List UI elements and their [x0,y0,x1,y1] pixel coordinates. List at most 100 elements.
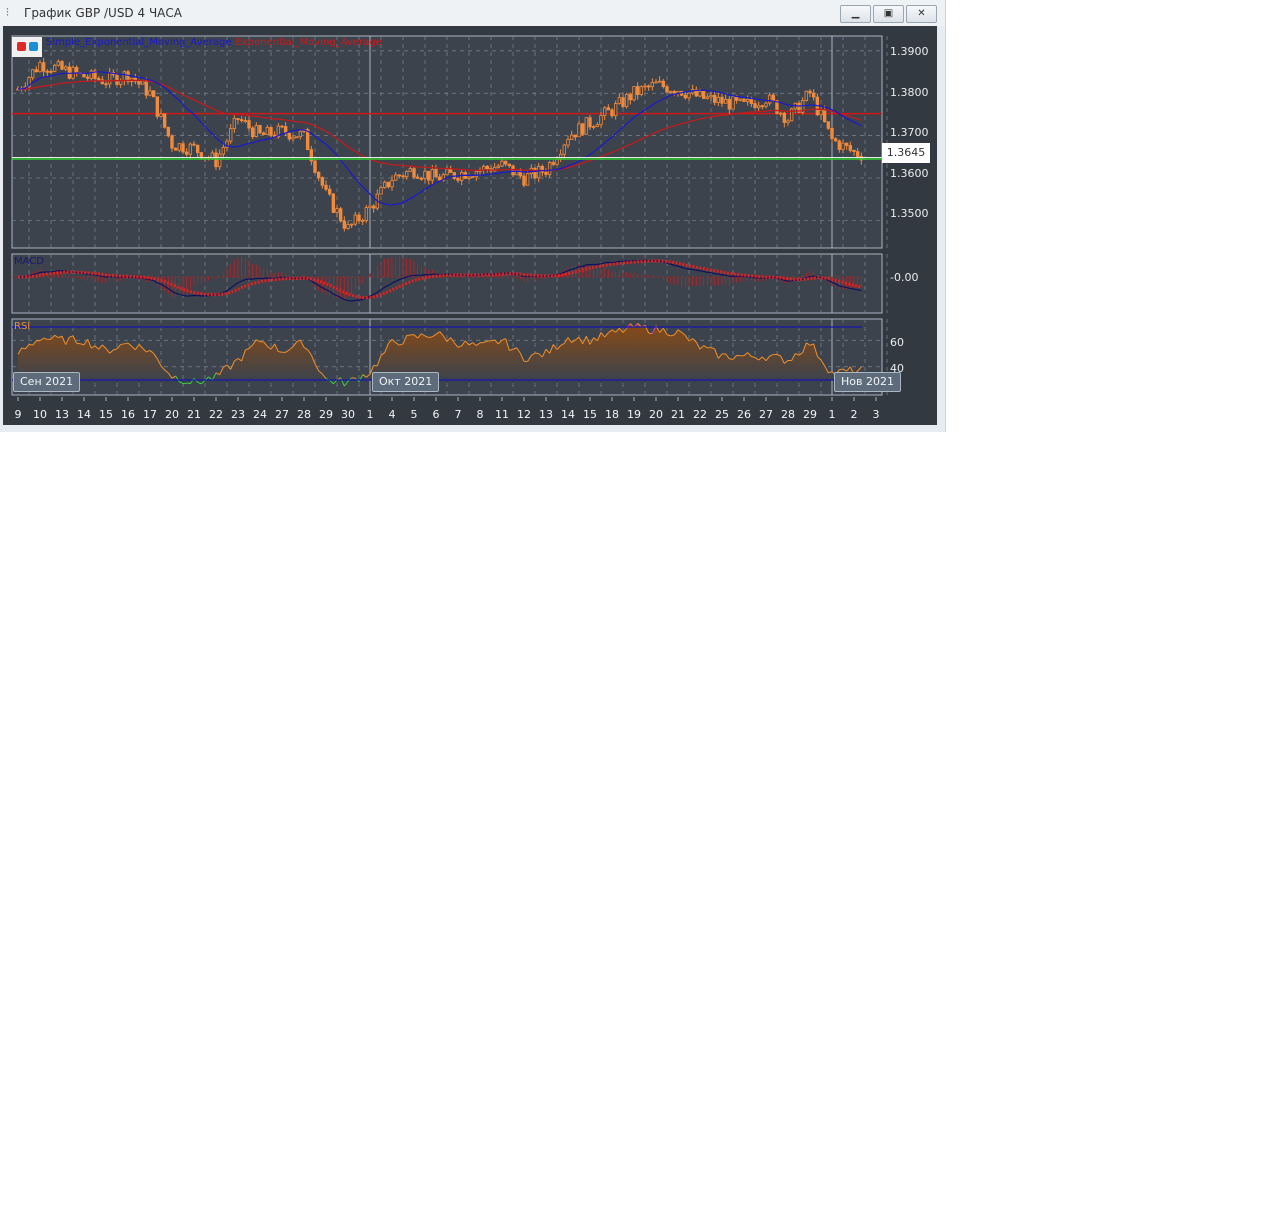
candle-body [320,177,325,186]
candle-body [492,166,497,172]
rsi-line-segment [596,332,602,341]
candle-body [632,86,636,101]
date-label: 27 [759,408,773,421]
candle-body [734,96,739,101]
candle-body [841,142,845,150]
rsi-line-segment [61,336,67,345]
rsi-line-segment [578,336,584,345]
maximize-button[interactable]: ▣ [873,5,904,23]
rsi-line-segment [366,373,371,378]
candle-body [551,162,556,165]
minimize-icon: ▁ [851,8,860,19]
candle-body [316,171,321,178]
candle-body [60,61,64,70]
candle-body [789,108,794,122]
title-bar: ⫶ График GBP /USD 4 ЧАСА ▁ ▣ ✕ [0,0,945,26]
candle-body [122,71,127,81]
month-label-sep: Сен 2021 [13,372,81,392]
candle-body [437,176,442,181]
rsi-line-segment [149,350,154,354]
minimize-button[interactable]: ▁ [840,5,871,23]
candle-body [562,144,567,155]
rsi-line-segment [39,337,44,342]
date-label: 13 [55,408,69,421]
rsi-line-segment [80,343,85,346]
candle-body [434,168,438,178]
candle-body [397,174,402,177]
candle-body [250,127,255,138]
date-label: 5 [410,408,418,421]
candle-body [140,80,145,85]
rsi-line-segment [421,333,426,337]
rsi-line-segment [219,366,224,375]
candle-body [258,125,262,134]
red-square-icon[interactable] [17,42,26,51]
rsi-line-segment [230,360,235,370]
candle-body [573,134,578,138]
rsi-line-segment [604,332,609,338]
rsi-line-segment [457,345,462,348]
rsi-line-segment [681,331,686,336]
rsi-line-segment [795,353,800,356]
rsi-line-segment [138,344,144,349]
candle-body [173,147,178,151]
indicator-legend: Simple_Exponential_Moving_Average Exponen… [46,37,382,48]
date-label: 18 [605,408,619,421]
rsi-line-segment [321,373,327,379]
date-label: 20 [165,408,179,421]
date-label: 8 [476,408,484,421]
rsi-line-segment [505,338,510,351]
candle-body [624,94,629,107]
rsi-line-segment [666,334,671,337]
candle-body [749,99,754,104]
rsi-line-segment [376,355,382,367]
rsi-line-segment [670,334,675,337]
candle-body [298,130,303,138]
candle-body [731,96,735,110]
blue-square-icon[interactable] [29,42,38,51]
candle-body [782,112,787,123]
candle-body [470,176,475,179]
rsi-line-segment [380,352,385,356]
candle-body [819,109,823,116]
rsi-line-segment [69,335,74,338]
rsi-line-segment [494,339,499,345]
rsi-line-segment [593,337,598,342]
candle-body [646,85,651,88]
rsi-line-segment [567,337,573,343]
rsi-line-segment [527,355,532,362]
date-label: 14 [77,408,91,421]
candle-body [228,128,233,142]
rsi-line-segment [278,351,283,353]
close-button[interactable]: ✕ [906,5,937,23]
candle-body [67,66,72,79]
candle-body [41,62,46,72]
rsi-line-segment [223,364,228,368]
rsi-line-segment [684,335,690,342]
candle-body [811,92,816,98]
rsi-line-segment [461,340,466,347]
rsi-line-segment [710,347,715,350]
rsi-line-segment [842,368,847,372]
rsi-line-segment [120,343,125,345]
date-label: 29 [319,408,333,421]
candle-body [826,121,831,129]
candle-body [727,98,732,110]
rsi-line-segment [211,372,217,381]
candle-body [393,174,398,181]
candle-body [720,96,724,104]
rsi-line-segment [541,348,547,358]
chart-canvas[interactable] [0,0,945,432]
legend-color-toggle[interactable] [12,37,42,57]
candle-body [357,214,361,222]
rsi-line-segment [751,355,756,358]
rsi-line-segment [717,353,723,359]
rsi-line-segment [556,345,562,350]
candle-body [27,77,31,88]
candle-body [159,113,163,117]
candle-body [181,143,185,153]
candle-body [595,124,600,127]
candle-body [342,220,347,229]
candle-body [764,102,768,107]
window-title: График GBP /USD 4 ЧАСА [24,6,182,20]
